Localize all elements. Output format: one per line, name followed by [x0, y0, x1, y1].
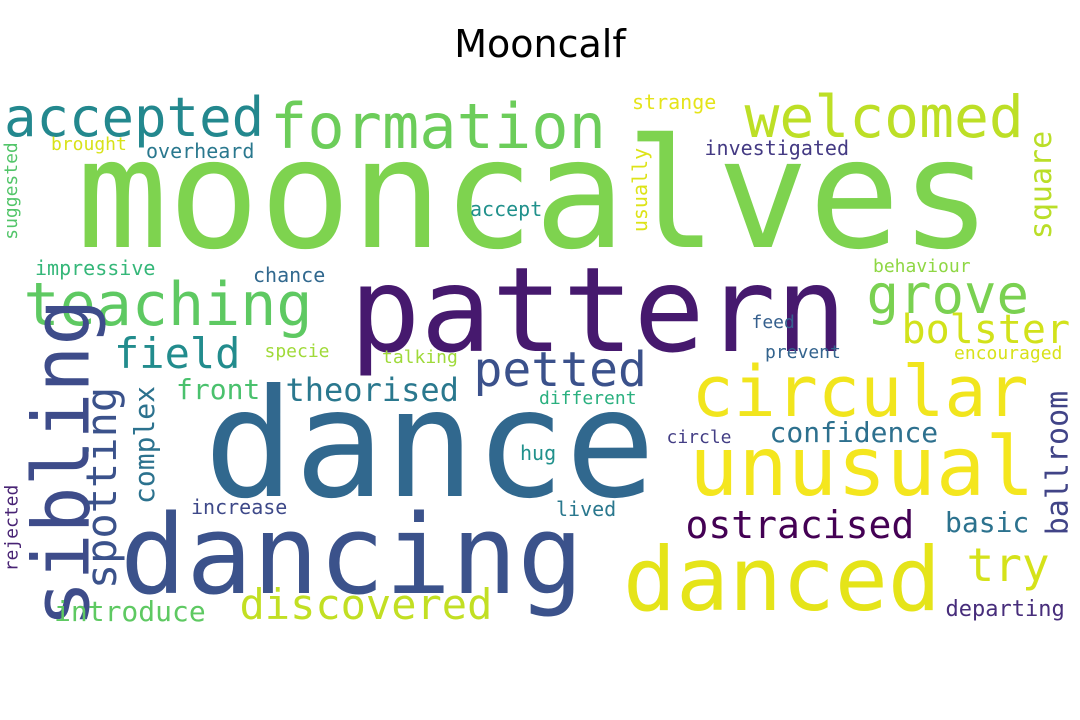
word-strange: strange: [632, 90, 717, 114]
word-confidence: confidence: [769, 416, 939, 449]
word-welcomed: welcomed: [744, 83, 1024, 151]
word-usually: usually: [628, 147, 653, 233]
word-talking: talking: [382, 347, 458, 368]
word-lived: lived: [556, 497, 617, 521]
word-hug: hug: [520, 441, 557, 465]
word-overheard: overheard: [146, 139, 255, 163]
word-field: field: [114, 329, 241, 378]
word-dancing: dancing: [120, 491, 584, 619]
word-ostracised: ostracised: [685, 503, 915, 547]
chart-title: Mooncalf: [454, 22, 626, 66]
word-behaviour: behaviour: [873, 256, 971, 277]
word-investigated: investigated: [704, 136, 850, 160]
word-departing: departing: [945, 597, 1065, 622]
word-circular: circular: [691, 351, 1029, 433]
word-front: front: [176, 373, 261, 406]
word-grove: grove: [866, 263, 1030, 326]
word-dance: dance: [204, 358, 656, 532]
word-danced: danced: [623, 528, 941, 631]
word-teaching: teaching: [23, 270, 313, 340]
word-chance: chance: [253, 263, 326, 287]
word-brought: brought: [51, 134, 127, 155]
word-basic: basic: [945, 506, 1030, 539]
word-square: square: [1024, 130, 1060, 240]
word-spotting: spotting: [77, 386, 127, 590]
word-complex: complex: [128, 385, 162, 505]
word-feed: feed: [751, 312, 795, 333]
word-prevent: prevent: [765, 342, 841, 363]
word-pattern: pattern: [349, 241, 847, 379]
word-mooncalves: mooncalves: [76, 106, 992, 283]
word-accepted: accepted: [4, 86, 265, 149]
word-introduce: introduce: [54, 595, 206, 628]
word-circle: circle: [666, 427, 732, 448]
word-petted: petted: [473, 342, 647, 398]
word-ballroom: ballroom: [1039, 390, 1075, 536]
word-impressive: impressive: [35, 256, 156, 280]
word-formation: formation: [270, 90, 606, 163]
word-theorised: theorised: [285, 371, 459, 409]
word-try: try: [966, 538, 1050, 592]
word-rejected: rejected: [0, 484, 22, 572]
word-suggested: suggested: [0, 142, 22, 240]
word-accept: accept: [470, 197, 543, 221]
word-increase: increase: [191, 495, 288, 519]
word-different: different: [539, 388, 637, 409]
word-specie: specie: [264, 341, 330, 362]
word-unusual: unusual: [689, 420, 1035, 515]
word-encouraged: encouraged: [954, 343, 1063, 364]
word-bolster: bolster: [901, 307, 1071, 353]
word-discovered: discovered: [239, 580, 493, 629]
